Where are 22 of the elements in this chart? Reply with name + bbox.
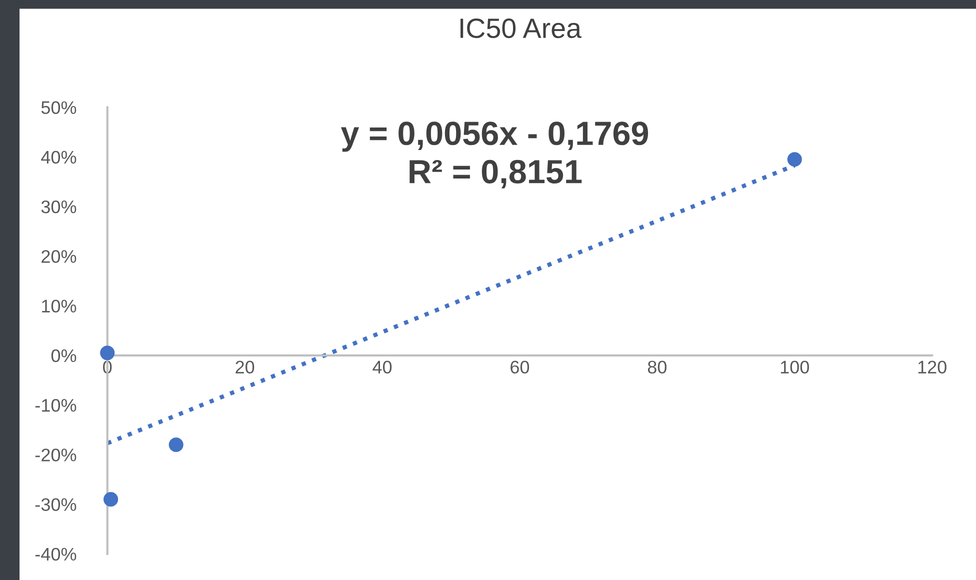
chart-title: IC50 Area: [460, 18, 582, 38]
y-tick-label: -10%: [35, 398, 76, 412]
y-tick-label: 40%: [41, 150, 76, 164]
point: [787, 152, 802, 167]
y-tick-label: 0%: [51, 349, 76, 362]
x-tick-label: 80: [648, 360, 667, 374]
y-tick-label: 10%: [42, 300, 76, 313]
y-tick-label: -20%: [35, 448, 76, 462]
x-tick-label: 20: [236, 360, 254, 374]
x-tick-label: 40: [372, 360, 392, 374]
y-tick-label: -40%: [35, 548, 76, 561]
point: [168, 437, 184, 452]
y-tick-label: 30%: [41, 200, 76, 214]
annotation: y = 0,0056x - 0,1769 R² = 0,8151: [340, 122, 648, 188]
y-tick-label: -30%: [35, 498, 76, 511]
point: [100, 346, 115, 360]
point: [104, 492, 118, 507]
y-tick-label: 50%: [41, 101, 76, 114]
x-tick-label: 60: [510, 360, 530, 374]
y-tick-label: 20%: [42, 250, 76, 263]
x-tick-label: 100: [780, 360, 809, 374]
x-tick-label: 120: [918, 360, 946, 374]
